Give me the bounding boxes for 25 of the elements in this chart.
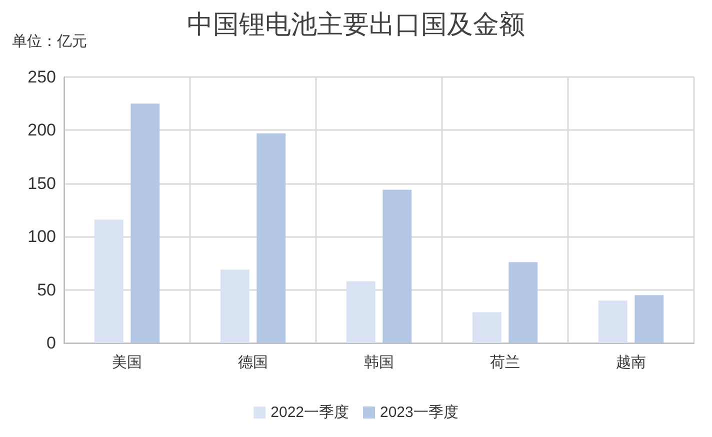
legend-label: 2023一季度 bbox=[380, 404, 458, 421]
bar bbox=[220, 270, 250, 343]
bar bbox=[472, 312, 502, 343]
y-tick-label: 50 bbox=[37, 280, 56, 300]
bar bbox=[346, 281, 376, 343]
x-tick-label: 荷兰 bbox=[490, 354, 520, 371]
bar bbox=[94, 220, 124, 343]
y-tick-label: 150 bbox=[28, 174, 56, 193]
x-tick-label: 美国 bbox=[112, 354, 142, 371]
bar bbox=[508, 262, 538, 343]
y-tick-label: 100 bbox=[28, 227, 56, 246]
x-tick-label: 韩国 bbox=[364, 354, 394, 371]
y-tick-label: 250 bbox=[28, 68, 56, 86]
y-tick-label: 200 bbox=[28, 120, 56, 140]
y-axis-title: 单位：亿元 bbox=[12, 33, 87, 50]
x-tick-label: 德国 bbox=[238, 354, 268, 371]
bar bbox=[382, 190, 412, 343]
bar bbox=[130, 104, 160, 343]
bar bbox=[598, 300, 628, 343]
x-tick-label: 越南 bbox=[616, 354, 646, 371]
legend-label: 2022一季度 bbox=[270, 404, 350, 421]
bar bbox=[634, 295, 664, 343]
y-tick-label: 0 bbox=[46, 334, 56, 352]
chart-title: 中国锂电池主要出口国及金额 bbox=[187, 9, 525, 39]
bar bbox=[256, 133, 286, 343]
